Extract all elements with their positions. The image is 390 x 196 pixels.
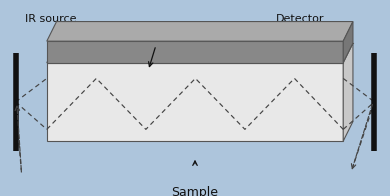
Polygon shape bbox=[47, 43, 353, 63]
Text: Reflection crystal: Reflection crystal bbox=[119, 39, 209, 49]
Text: IR source: IR source bbox=[25, 14, 76, 24]
Polygon shape bbox=[47, 63, 343, 141]
Polygon shape bbox=[343, 43, 353, 141]
Polygon shape bbox=[343, 22, 353, 63]
Polygon shape bbox=[47, 41, 343, 63]
Polygon shape bbox=[47, 22, 353, 41]
Text: Detector: Detector bbox=[276, 14, 324, 24]
Text: Sample: Sample bbox=[172, 186, 218, 196]
